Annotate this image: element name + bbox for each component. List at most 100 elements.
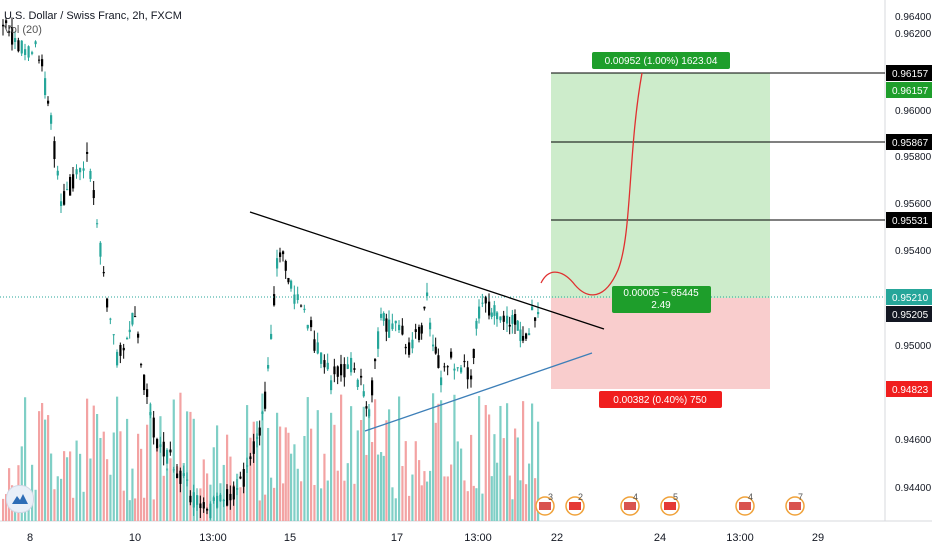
price-tick-label: 0.95400 [895, 246, 932, 257]
volume-bar [434, 422, 437, 521]
candle-body [14, 38, 17, 42]
candle-body [478, 306, 481, 319]
tradingview-logo-icon[interactable] [6, 485, 34, 513]
volume-bar [508, 475, 511, 521]
candle-body [176, 473, 179, 479]
volume-bar [258, 500, 261, 521]
candle-body [516, 320, 519, 331]
candle-body [156, 439, 159, 449]
candle-body [537, 312, 540, 315]
volume-bar [226, 434, 229, 521]
time-scale[interactable]: 8 10 13:00 15 17 13:00 22 24 13:00 29 [27, 532, 824, 544]
chart-legend: U.S. Dollar / Swiss Franc, 2h, FXCM Vol … [4, 9, 182, 37]
lower-trendline[interactable] [364, 352, 593, 432]
volume-bar [343, 480, 346, 521]
candle-body [186, 479, 189, 481]
candle-body [222, 499, 225, 502]
candle-body [149, 412, 152, 416]
volume-bar [356, 430, 359, 521]
volume-bar [440, 400, 443, 521]
loss-zone[interactable] [551, 298, 770, 389]
candle-body [131, 312, 134, 325]
candle-body [404, 346, 407, 349]
candle-body [202, 502, 205, 509]
volume-bar [152, 499, 155, 521]
candle-body [169, 449, 172, 453]
volume-bar [159, 416, 162, 521]
volume-bar [47, 415, 50, 521]
price-tick-label: 0.96400 [895, 12, 932, 23]
candle-body [119, 344, 122, 356]
volume-bar [5, 494, 8, 521]
volume-bar [496, 462, 499, 521]
volume-bar [44, 419, 47, 521]
volume-indicator-label[interactable]: Vol (20) [4, 24, 42, 36]
upper-trendline[interactable] [249, 211, 605, 330]
candle-body [423, 306, 426, 309]
candle-body [96, 223, 99, 225]
economic-events[interactable]: 3 2 4 5 4 7 [535, 492, 805, 516]
candle-body [89, 170, 92, 179]
candle-body [466, 367, 469, 380]
volume-bar [456, 441, 459, 521]
candle-body [336, 366, 339, 377]
candle-body [116, 351, 119, 366]
profit-zone[interactable] [551, 73, 770, 298]
volume-bar [166, 468, 169, 521]
volume-bar [186, 411, 189, 521]
candle-body [256, 437, 259, 439]
candle-body [246, 465, 249, 467]
projection-path[interactable] [540, 72, 643, 296]
candle-body [128, 329, 131, 333]
volume-bar [475, 488, 478, 521]
volume-bar [404, 441, 407, 521]
event-count: 7 [798, 492, 803, 502]
event-count: 2 [578, 492, 583, 502]
volume-bar [41, 403, 44, 521]
volume-bar [126, 418, 129, 521]
candle-body [53, 141, 56, 160]
candle-body [273, 294, 276, 306]
volume-bar [323, 453, 326, 521]
volume-bar [92, 405, 95, 521]
volume-bar [287, 432, 290, 521]
time-label: 10 [129, 532, 141, 544]
candle-body [86, 151, 89, 154]
volume-bar [446, 476, 449, 521]
volume-bar [443, 476, 446, 521]
volume-bar [340, 394, 343, 521]
candle-body [411, 339, 414, 349]
candle-body [313, 339, 316, 351]
price-tags: 0.96157 0.96157 0.95867 0.95531 0.95210 0.952… [886, 65, 932, 397]
volume-bar [453, 394, 456, 521]
volume-bar [353, 483, 356, 521]
candle-body [426, 292, 429, 297]
volume-bar [2, 498, 5, 521]
candle-body [450, 351, 453, 358]
candle-body [385, 318, 388, 332]
candle-body [380, 313, 383, 318]
volume-bar [484, 405, 487, 521]
candle-body [534, 317, 537, 321]
candle-body [276, 258, 279, 269]
price-tag-bg [886, 212, 932, 228]
candle-body [166, 449, 169, 464]
volume-bar [426, 481, 429, 521]
candle-body [159, 444, 162, 447]
candle-body [109, 318, 112, 320]
volume-bar [112, 432, 115, 521]
time-label: 13:00 [464, 532, 492, 544]
price-tag-label: 0.95210 [892, 293, 929, 304]
volume-bar [377, 454, 380, 521]
candle-body [310, 320, 313, 328]
volume-bar [388, 409, 391, 521]
entry-label-line1: 0.00005 ~ 65445 [623, 288, 699, 299]
volume-bar [300, 481, 303, 521]
candle-body [5, 20, 8, 24]
volume-bar [172, 399, 175, 521]
symbol-title[interactable]: U.S. Dollar / Swiss Franc, 2h, FXCM [4, 10, 182, 22]
candle-body [493, 305, 496, 316]
candle-body [236, 488, 239, 490]
time-label: 15 [284, 532, 296, 544]
